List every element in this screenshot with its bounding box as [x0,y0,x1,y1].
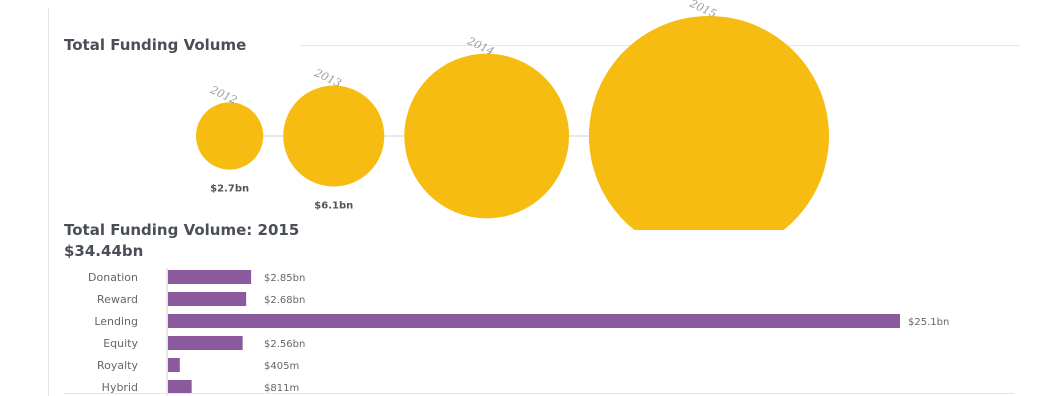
bar-category-label: Reward [97,293,138,306]
bar-equity [168,336,243,350]
bubble-chart: 2012$2.7bn2013$6.1bn2014$16.2bn2015$34.4… [196,0,829,230]
bubble-value-label: $2.7bn [210,184,249,195]
bar-value-label: $25.1bn [908,317,949,328]
bubble-2015 [589,16,829,230]
bar-chart-title: Total Funding Volume: 2015 [64,221,300,239]
bar-value-label: $2.85bn [264,273,305,284]
bubble-2014 [404,53,570,219]
bar-donation [168,270,252,284]
bar-royalty [168,358,180,372]
bar-lending [168,314,900,328]
bar-value-label: $405m [264,361,299,372]
bubble-chart-title: Total Funding Volume [64,36,247,54]
bar-value-label: $2.68bn [264,295,305,306]
bottom-divider [64,393,1014,394]
bar-category-label: Hybrid [102,381,138,394]
bubble-2012 [196,102,264,170]
bubble-2013 [283,85,385,187]
bar-category-label: Lending [94,315,138,328]
bar-category-label: Equity [103,337,138,350]
bubble-value-label: $6.1bn [314,201,353,212]
bar-category-label: Donation [88,271,138,284]
bar-category-label: Royalty [97,359,138,372]
bar-value-label: $811m [264,383,299,394]
left-border-line [48,8,49,396]
bar-hybrid [168,380,192,394]
bar-value-label: $2.56bn [264,339,305,350]
bar-chart-total: $34.44bn [64,242,144,260]
bar-reward [168,292,247,306]
